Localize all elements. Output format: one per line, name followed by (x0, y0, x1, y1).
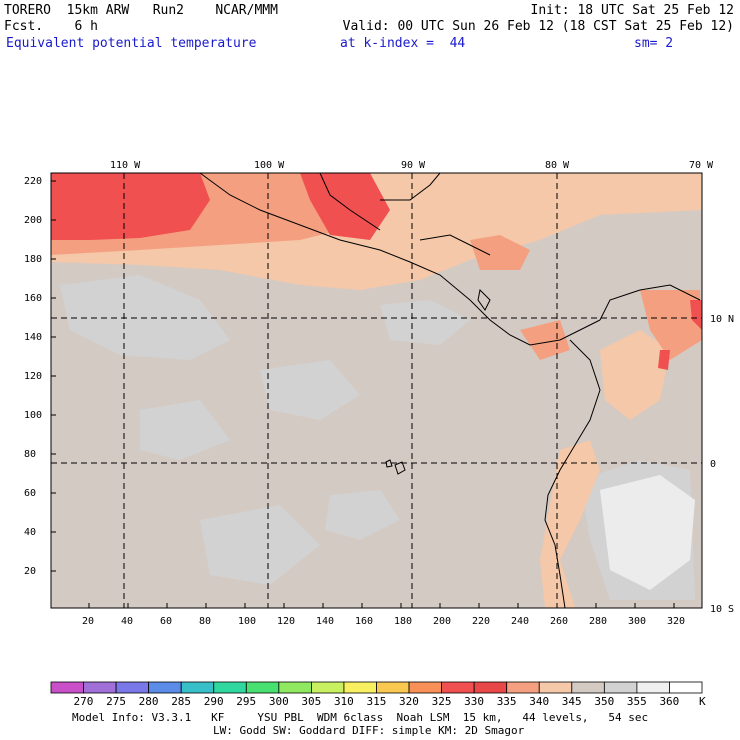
model-title: TORERO 15km ARW Run2 NCAR/MMM (4, 3, 278, 18)
x-label-160: 160 (355, 616, 374, 627)
x-label-40: 40 (121, 616, 134, 627)
colorbar-label-360: 360 (659, 695, 680, 708)
colorbar-label-335: 335 (496, 695, 517, 708)
colorbar-swatch (669, 681, 703, 694)
colorbar-label-355: 355 (626, 695, 647, 708)
physics-info: LW: Godd SW: Goddard DIFF: simple KM: 2D… (213, 724, 525, 737)
y-label-180: 180 (24, 254, 43, 265)
colorbar-label-310: 310 (333, 695, 354, 708)
colorbar-swatch (83, 681, 117, 694)
lon-label-100w: 100 W (254, 160, 285, 171)
colorbar-swatch (376, 681, 410, 694)
y-label-80: 80 (24, 449, 37, 460)
colorbar-swatch (636, 681, 670, 694)
colorbar-swatch (538, 681, 573, 694)
colorbar-label-280: 280 (138, 695, 159, 708)
y-label-20: 20 (24, 566, 37, 577)
x-label-320: 320 (667, 616, 686, 627)
colorbar-label-305: 305 (301, 695, 322, 708)
x-label-120: 120 (277, 616, 296, 627)
colorbar-swatch (50, 681, 84, 694)
colorbar-label-320: 320 (399, 695, 419, 708)
colorbar-swatch (213, 681, 247, 694)
lon-label-80w: 80 W (545, 160, 570, 171)
level-index: at k-index = 44 (340, 36, 466, 51)
map-frame (50, 172, 703, 609)
colorbar-label-340: 340 (529, 695, 550, 708)
x-label-220: 220 (472, 616, 491, 627)
colorbar-label-285: 285 (171, 695, 192, 708)
colorbar-label-270: 270 (73, 695, 94, 708)
colorbar-label-330: 330 (464, 695, 485, 708)
colorbar-unit: K (699, 695, 706, 708)
colorbar-swatch (603, 681, 638, 694)
lat-label-0: 0 (710, 459, 717, 470)
lon-label-110w: 110 W (110, 160, 141, 171)
colorbar-label-275: 275 (106, 695, 126, 708)
coastlines (199, 172, 701, 609)
y-label-220: 220 (24, 176, 43, 187)
colorbar-swatch (115, 681, 150, 694)
very-cool-patches (600, 475, 695, 590)
smoothing: sm= 2 (634, 36, 674, 51)
colorbar-swatch (180, 681, 215, 694)
colorbar-swatch (148, 681, 182, 694)
colorbar-swatch (441, 681, 475, 694)
colorbar-swatch (343, 681, 377, 694)
model-info: Model Info: V3.3.1 KF YSU PBL WDM 6class… (72, 711, 649, 724)
y-label-120: 120 (24, 371, 43, 382)
x-label-20: 20 (82, 616, 95, 627)
y-label-200: 200 (24, 215, 43, 226)
colorbar-swatch (473, 681, 508, 694)
x-label-200: 200 (433, 616, 452, 627)
x-label-300: 300 (628, 616, 647, 627)
x-label-260: 260 (550, 616, 569, 627)
colorbar-label-295: 295 (236, 695, 257, 708)
lon-label-90w: 90 W (401, 160, 426, 171)
colorbar-swatch (310, 681, 345, 694)
colorbar-swatch (278, 681, 312, 694)
x-label-240: 240 (511, 616, 530, 627)
colorbar-label-350: 350 (594, 695, 615, 708)
colorbar-label-300: 300 (268, 695, 289, 708)
colorbar-label-290: 290 (203, 695, 224, 708)
y-label-40: 40 (24, 527, 37, 538)
colorbar-swatch (506, 681, 540, 694)
colorbar-label-315: 315 (366, 695, 387, 708)
colorbar-swatch (245, 681, 280, 694)
y-label-160: 160 (24, 293, 43, 304)
y-label-100: 100 (24, 410, 43, 421)
axis-ticks (51, 180, 675, 608)
lon-label-70w: 70 W (689, 160, 714, 171)
y-label-140: 140 (24, 332, 43, 343)
x-label-80: 80 (199, 616, 212, 627)
lat-label-10s: 10 S (710, 604, 735, 615)
x-label-100: 100 (238, 616, 257, 627)
forecast-hour: Fcst. 6 h (4, 19, 98, 34)
x-label-140: 140 (316, 616, 335, 627)
colorbar-label-345: 345 (561, 695, 582, 708)
lat-label-10n: 10 N (710, 314, 735, 325)
graticule (51, 173, 702, 608)
field-name: Equivalent potential temperature (6, 36, 257, 51)
x-label-60: 60 (160, 616, 173, 627)
y-label-60: 60 (24, 488, 37, 499)
valid-time: Valid: 00 UTC Sun 26 Feb 12 (18 CST Sat … (342, 19, 734, 34)
x-label-280: 280 (589, 616, 608, 627)
colorbar (50, 681, 703, 694)
init-time: Init: 18 UTC Sat 25 Feb 12 (530, 3, 735, 18)
colorbar-swatch (408, 681, 442, 694)
x-label-180: 180 (394, 616, 413, 627)
colorbar-swatch (571, 681, 605, 694)
colorbar-label-325: 325 (431, 695, 452, 708)
